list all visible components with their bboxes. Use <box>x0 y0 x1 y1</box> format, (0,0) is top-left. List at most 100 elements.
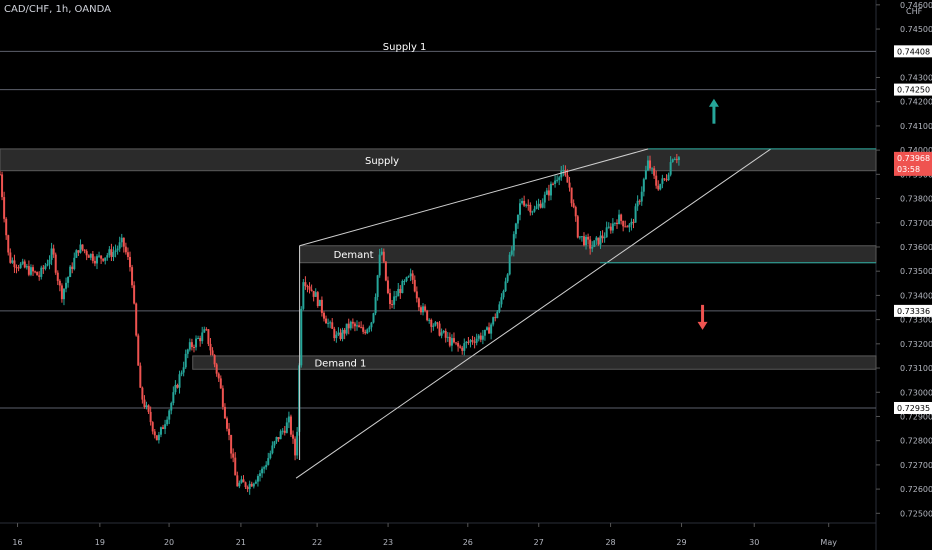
candle-body <box>582 236 585 246</box>
candle-body <box>34 271 37 273</box>
candle-body <box>671 159 674 163</box>
candle-body <box>320 299 323 313</box>
candle-body <box>5 218 8 236</box>
candle-body <box>279 431 282 440</box>
candle-body <box>492 317 495 325</box>
candle-body <box>1 174 4 198</box>
candle-body <box>219 378 222 389</box>
y-tick-label: 0.73700 <box>900 219 932 228</box>
wedge-trendline <box>299 148 649 247</box>
candle-body <box>422 306 425 313</box>
candle-body <box>521 200 524 204</box>
level-price-text: 0.74250 <box>897 86 930 95</box>
candle-body <box>95 256 98 264</box>
candle-body <box>415 291 418 299</box>
candle-body <box>459 346 462 348</box>
candle-body <box>411 273 414 280</box>
candle-body <box>93 260 96 264</box>
candle-body <box>673 159 676 161</box>
candle-body <box>347 323 350 329</box>
candle-body <box>405 277 408 281</box>
candle-body <box>170 403 173 411</box>
candle-body <box>512 234 515 251</box>
candle-body <box>240 479 243 483</box>
candle-body <box>254 481 257 484</box>
level-price-text: 0.72935 <box>897 404 930 413</box>
candle-body <box>397 288 400 297</box>
candle-body <box>479 335 482 340</box>
candle-body <box>21 261 24 264</box>
candle-body <box>368 327 371 330</box>
candle-body <box>605 227 608 238</box>
candle-body <box>364 331 367 334</box>
candle-body <box>256 476 259 482</box>
candle-body <box>498 304 501 312</box>
candle-body <box>215 364 218 374</box>
candle-body <box>285 422 288 433</box>
candle-body <box>38 275 41 277</box>
candle-body <box>655 175 658 186</box>
candle-body <box>48 259 51 265</box>
candle-body <box>374 296 377 314</box>
candle-body <box>552 183 555 185</box>
candle-body <box>139 365 142 388</box>
x-tick-label: 26 <box>463 538 473 547</box>
candle-body <box>568 182 571 188</box>
candle-body <box>572 203 575 208</box>
candle-body <box>452 338 455 343</box>
candle-body <box>120 237 123 243</box>
candle-body <box>221 388 224 407</box>
candle-body <box>376 275 379 297</box>
candle-body <box>166 419 169 425</box>
candle-body <box>118 242 121 249</box>
candle-body <box>56 272 59 281</box>
candle-body <box>345 323 348 334</box>
candle-body <box>601 235 604 239</box>
candle-body <box>234 457 237 476</box>
candle-body <box>83 249 86 252</box>
zone-rect <box>192 355 877 370</box>
candle-body <box>44 265 47 269</box>
y-tick-label: 0.73600 <box>900 243 932 252</box>
candle-body <box>626 226 629 228</box>
candle-body <box>537 203 540 207</box>
candle-body <box>514 223 517 235</box>
candle-body <box>570 187 573 204</box>
candle-body <box>277 437 280 440</box>
candle-body <box>646 160 649 171</box>
candle-body <box>188 342 191 350</box>
candle-body <box>380 251 383 255</box>
candle-body <box>543 194 546 203</box>
candle-body <box>322 312 325 319</box>
x-tick-label: 29 <box>676 538 686 547</box>
candle-body <box>238 482 241 487</box>
candle-body <box>436 322 439 324</box>
candle-body <box>366 329 369 334</box>
candle-body <box>531 211 534 213</box>
candle-body <box>73 257 76 270</box>
candle-body <box>116 248 119 251</box>
candle-body <box>483 329 486 336</box>
candle-body <box>593 240 596 247</box>
candle-body <box>46 264 49 266</box>
candle-body <box>576 216 579 238</box>
candle-body <box>337 332 340 335</box>
candle-body <box>360 327 363 329</box>
candle-body <box>131 267 134 286</box>
candle-body <box>316 292 319 307</box>
candle-body <box>13 260 16 268</box>
candle-body <box>85 251 88 256</box>
y-tick-label: 0.74100 <box>900 122 932 131</box>
candle-body <box>455 342 458 344</box>
candle-body <box>102 258 105 261</box>
x-tick-label: 23 <box>383 538 393 547</box>
candle-body <box>79 244 82 253</box>
candle-body <box>469 340 472 343</box>
candle-body <box>589 239 592 249</box>
candle-body <box>283 430 286 433</box>
candle-body <box>143 399 146 408</box>
candle-body <box>182 367 185 373</box>
candle-body <box>176 384 179 388</box>
candle-body <box>329 322 332 324</box>
